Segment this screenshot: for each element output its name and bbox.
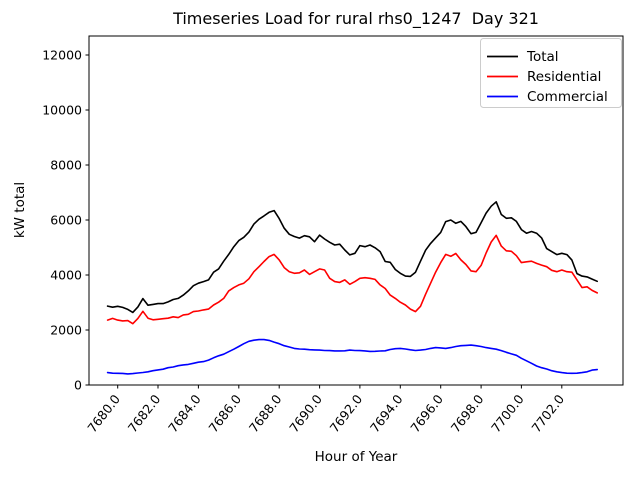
y-axis-ticks: 0 2000 4000 6000 8000 10000 12000 bbox=[42, 48, 89, 393]
legend-label-total: Total bbox=[526, 49, 559, 65]
y-axis-label: kW total bbox=[12, 182, 28, 238]
x-tick-label: 7688.0 bbox=[246, 392, 285, 436]
x-tick-label: 7692.0 bbox=[327, 392, 366, 436]
x-tick-label: 7696.0 bbox=[407, 392, 446, 436]
x-tick-label: 7686.0 bbox=[205, 392, 244, 436]
x-tick-label: 7694.0 bbox=[367, 392, 406, 436]
x-tick-label: 7700.0 bbox=[488, 392, 527, 436]
y-tick-label: 0 bbox=[74, 378, 82, 393]
chart-title: Timeseries Load for rural rhs0_1247 Day … bbox=[172, 9, 539, 29]
x-axis-label: Hour of Year bbox=[315, 449, 398, 465]
series-line-residential bbox=[106, 234, 599, 325]
x-tick-label: 7702.0 bbox=[528, 392, 567, 436]
y-tick-label: 10000 bbox=[42, 103, 82, 118]
y-tick-label: 2000 bbox=[50, 323, 82, 338]
axes-frame bbox=[88, 35, 624, 386]
x-tick-label: 7684.0 bbox=[165, 392, 204, 436]
series-line-total bbox=[106, 201, 599, 314]
x-tick-label: 7690.0 bbox=[286, 392, 325, 436]
y-tick-label: 8000 bbox=[50, 158, 82, 173]
y-tick-label: 12000 bbox=[42, 48, 82, 63]
x-axis-ticks: 7680.0 7682.0 7684.0 7686.0 7688.0 7690.0 7692… bbox=[84, 385, 567, 435]
legend-label-commercial: Commercial bbox=[527, 89, 608, 105]
x-tick-label: 7682.0 bbox=[125, 392, 164, 436]
x-tick-label: 7698.0 bbox=[448, 392, 487, 436]
x-tick-label: 7680.0 bbox=[84, 392, 123, 436]
legend-label-residential: Residential bbox=[527, 69, 601, 85]
plot-frame bbox=[88, 35, 624, 386]
y-tick-label: 4000 bbox=[50, 268, 82, 283]
series-lines bbox=[106, 201, 599, 375]
legend: Total Residential Commercial bbox=[480, 38, 622, 108]
series-line-commercial bbox=[106, 338, 599, 375]
y-tick-label: 6000 bbox=[50, 213, 82, 228]
